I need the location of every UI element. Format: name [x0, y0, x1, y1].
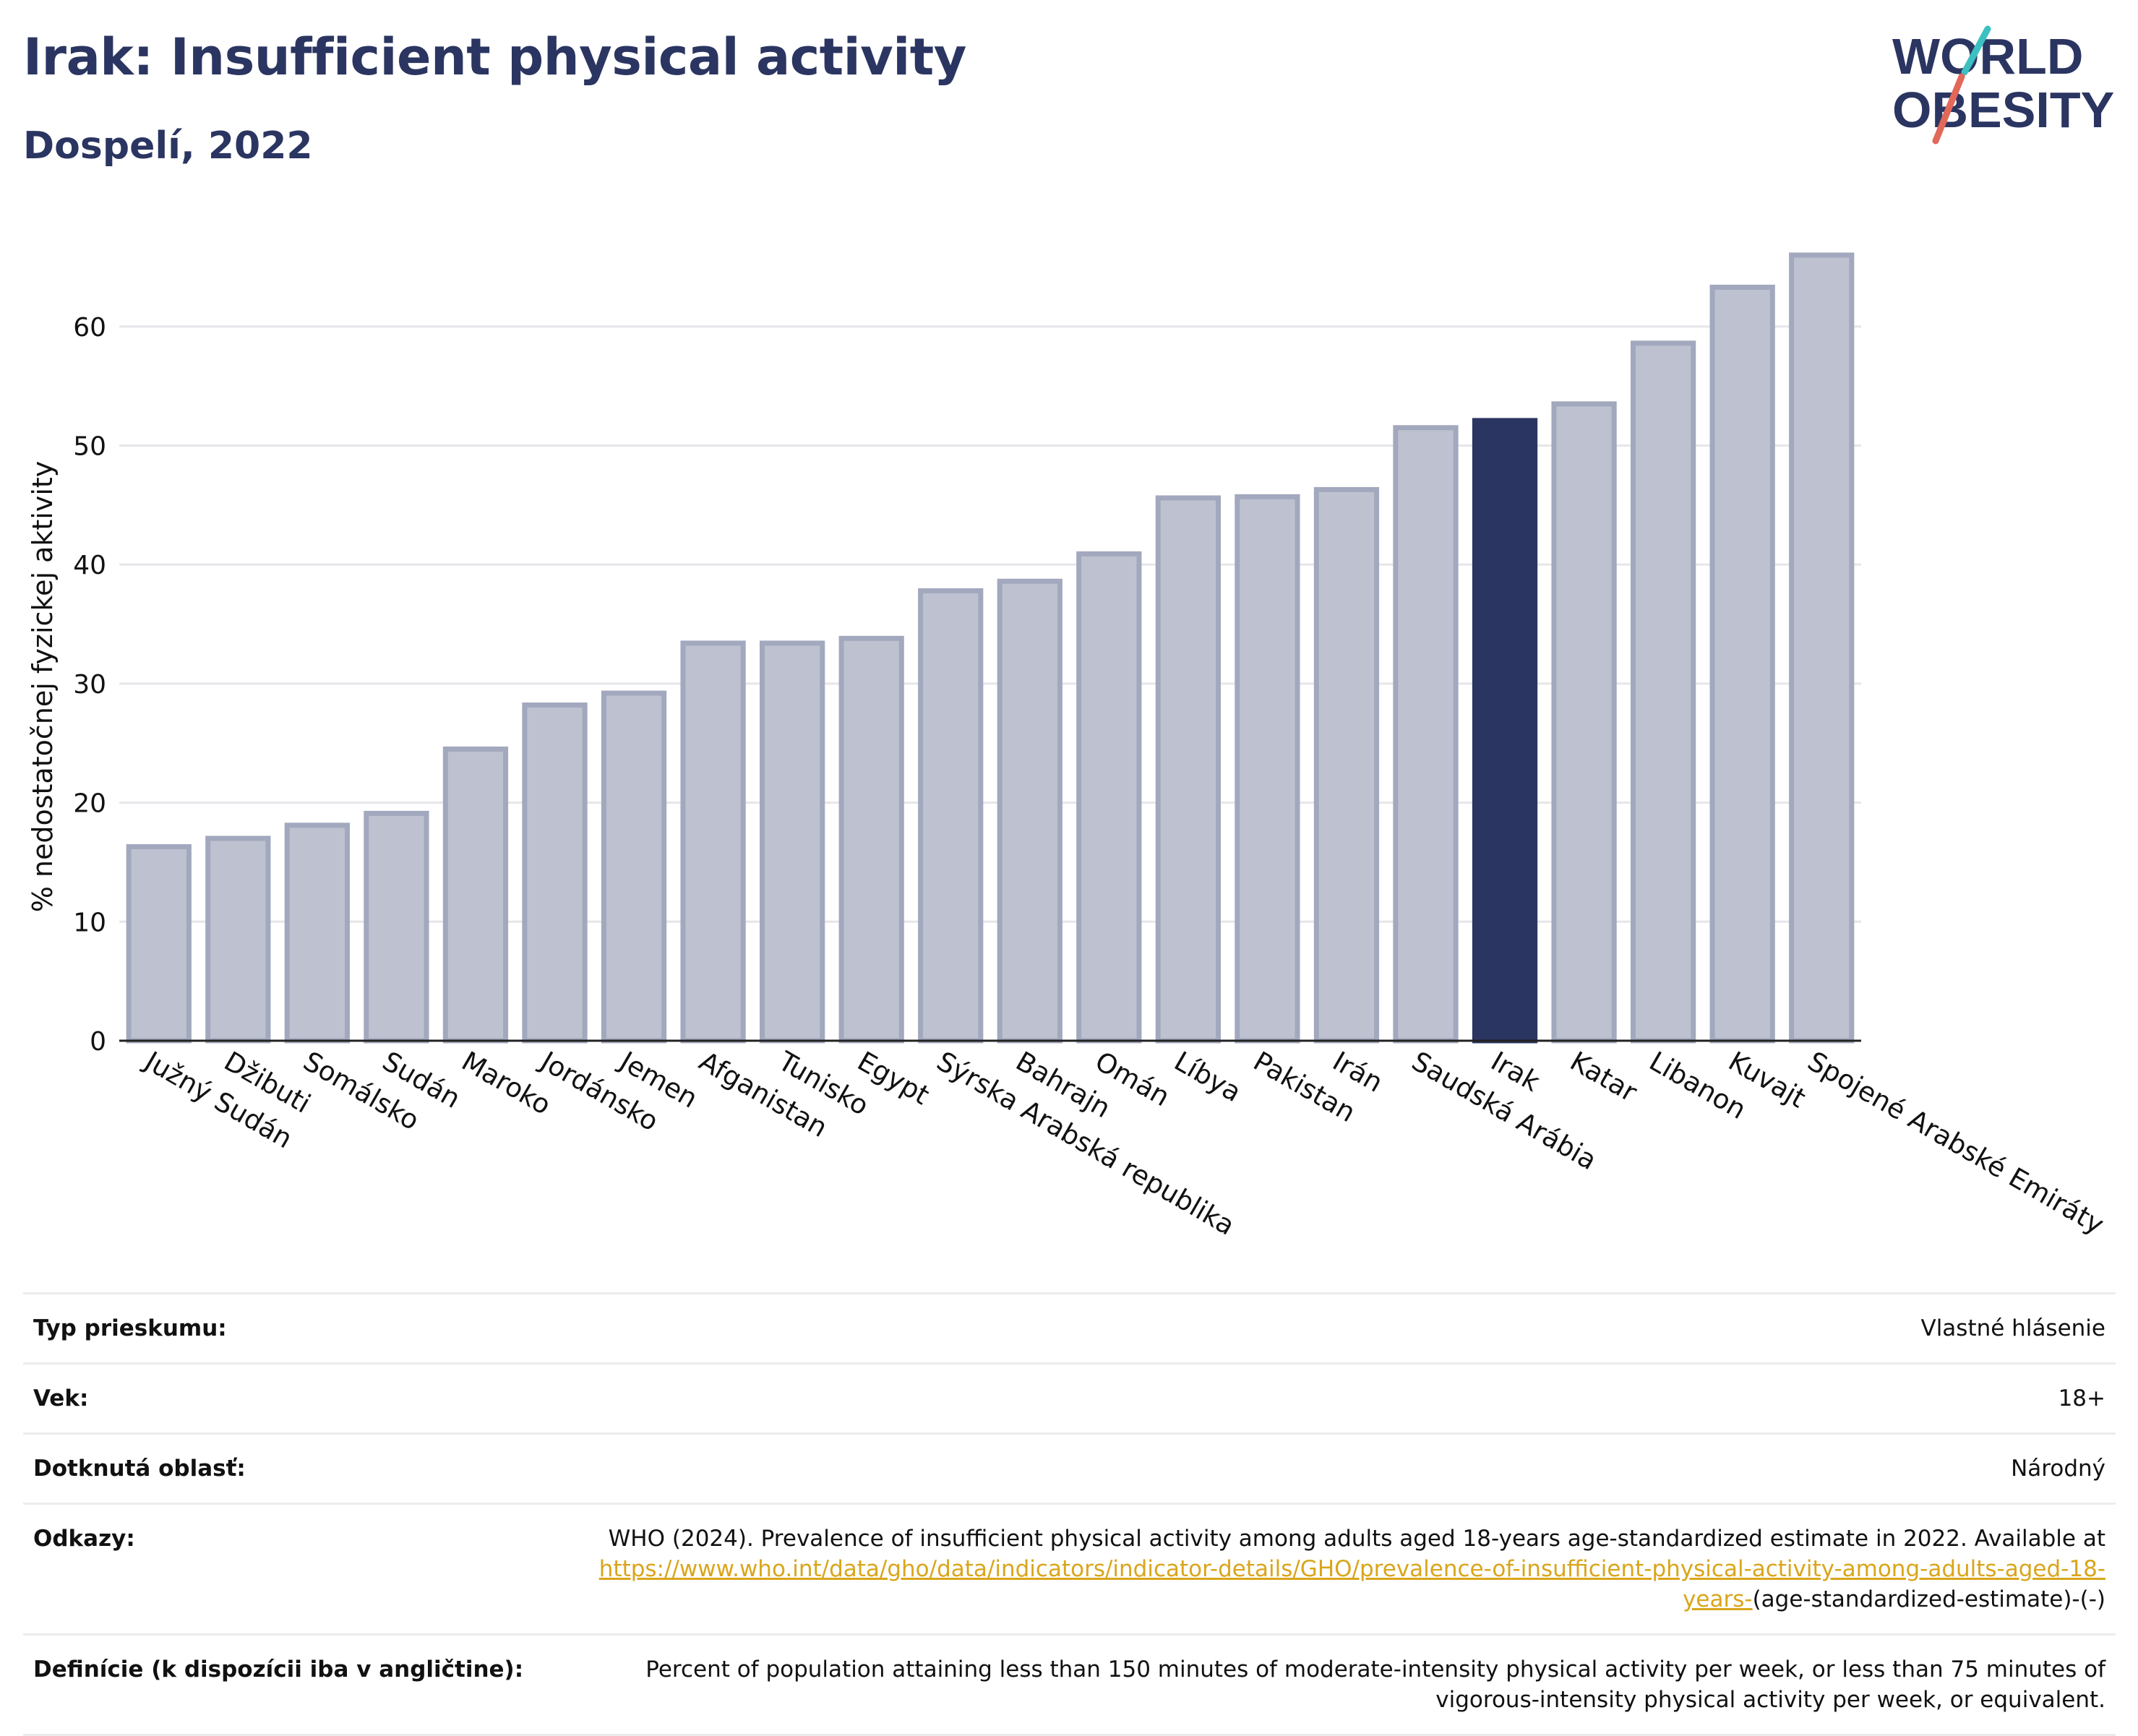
- bar: [1393, 425, 1459, 1044]
- bars: [126, 252, 1855, 1044]
- y-tick-labels: 0 10 20 30 40 50 60: [73, 313, 106, 1057]
- bar: [680, 640, 746, 1044]
- info-row-references: Odkazy: WHO (2024). Prevalence of insuff…: [23, 1503, 2116, 1633]
- bar: [522, 702, 588, 1044]
- bar: [1313, 486, 1380, 1044]
- info-key: Dotknutá oblasť:: [33, 1456, 246, 1482]
- info-table: Typ prieskumu: Vlastné hlásenie Vek: 18+…: [23, 1292, 2116, 1736]
- definitions-value: Percent of population attaining less tha…: [645, 1656, 2105, 1713]
- y-tick-label: 40: [73, 551, 106, 580]
- bar: [126, 844, 192, 1044]
- bar: [1631, 340, 1696, 1044]
- bar: [601, 690, 667, 1044]
- logo-slash-teal: [1961, 25, 1991, 76]
- y-tick-label: 30: [73, 670, 106, 700]
- info-key: Vek:: [33, 1385, 89, 1411]
- info-key: Typ prieskumu:: [33, 1315, 227, 1341]
- reference-link[interactable]: https://www.who.int/data/gho/data/indica…: [598, 1556, 2105, 1612]
- info-row-area: Dotknutá oblasť: Národný: [23, 1432, 2116, 1503]
- bar: [1789, 252, 1855, 1044]
- y-axis-label: % nedostatočnej fyzickej aktivity: [27, 461, 59, 913]
- bar: [1235, 494, 1300, 1044]
- x-tick-labels: Južný SudánDžibutiSomálskoSudánMarokoJor…: [139, 1045, 2110, 1242]
- logo-slash-red: [1932, 73, 1965, 145]
- bar: [997, 578, 1062, 1044]
- world-obesity-logo: WORLD OBESITY: [1892, 25, 2114, 145]
- bar: [1155, 495, 1221, 1044]
- info-row-survey-type: Typ prieskumu: Vlastné hlásenie: [23, 1292, 2116, 1362]
- info-value: 18+: [2058, 1385, 2105, 1411]
- bar-chart: 0 10 20 30 40 50 60 Južný SudánDžibutiSomálsko…: [27, 252, 2110, 1242]
- bar: [838, 635, 904, 1044]
- bar: [918, 588, 984, 1044]
- y-tick-label: 10: [73, 908, 106, 937]
- bar: [1551, 401, 1617, 1044]
- y-tick-label: 60: [73, 313, 106, 343]
- bar: [760, 640, 825, 1044]
- info-row-age: Vek: 18+: [23, 1362, 2116, 1432]
- bar: [442, 746, 509, 1044]
- x-tick-label: Katar: [1565, 1046, 1643, 1109]
- x-tick-label: Maroko: [456, 1046, 556, 1121]
- info-row-definitions: Definície (k dispozícii iba v angličtine…: [23, 1633, 2116, 1736]
- y-tick-label: 0: [90, 1027, 106, 1057]
- references-text: WHO (2024). Prevalence of insufficient p…: [608, 1526, 2105, 1552]
- y-tick-label: 20: [73, 789, 106, 819]
- info-value: Národný: [2011, 1456, 2105, 1482]
- bar: [205, 835, 271, 1044]
- logo-line2: OBESITY: [1892, 82, 2114, 138]
- logo-line1: WORLD: [1892, 28, 2083, 85]
- page-subtitle: Dospelí, 2022: [23, 124, 313, 168]
- page-title: Irak: Insufficient physical activity: [23, 27, 966, 87]
- bar: [364, 810, 429, 1044]
- bar: [1076, 551, 1142, 1044]
- info-key: Definície (k dispozícii iba v angličtine…: [33, 1656, 524, 1683]
- x-tick-label: Líbya: [1169, 1046, 1246, 1109]
- y-tick-label: 50: [73, 431, 106, 461]
- references-value: WHO (2024). Prevalence of insufficient p…: [539, 1524, 2105, 1615]
- bar: [284, 822, 350, 1044]
- x-tick-label: Spojené Arabské Emiráty: [1803, 1046, 2109, 1241]
- info-key: Odkazy:: [33, 1526, 135, 1552]
- bar: [1709, 284, 1775, 1044]
- references-suffix: (age-standardized-estimate)-(-): [1752, 1586, 2105, 1612]
- bar-highlight: [1472, 418, 1538, 1044]
- info-value: Vlastné hlásenie: [1920, 1315, 2105, 1341]
